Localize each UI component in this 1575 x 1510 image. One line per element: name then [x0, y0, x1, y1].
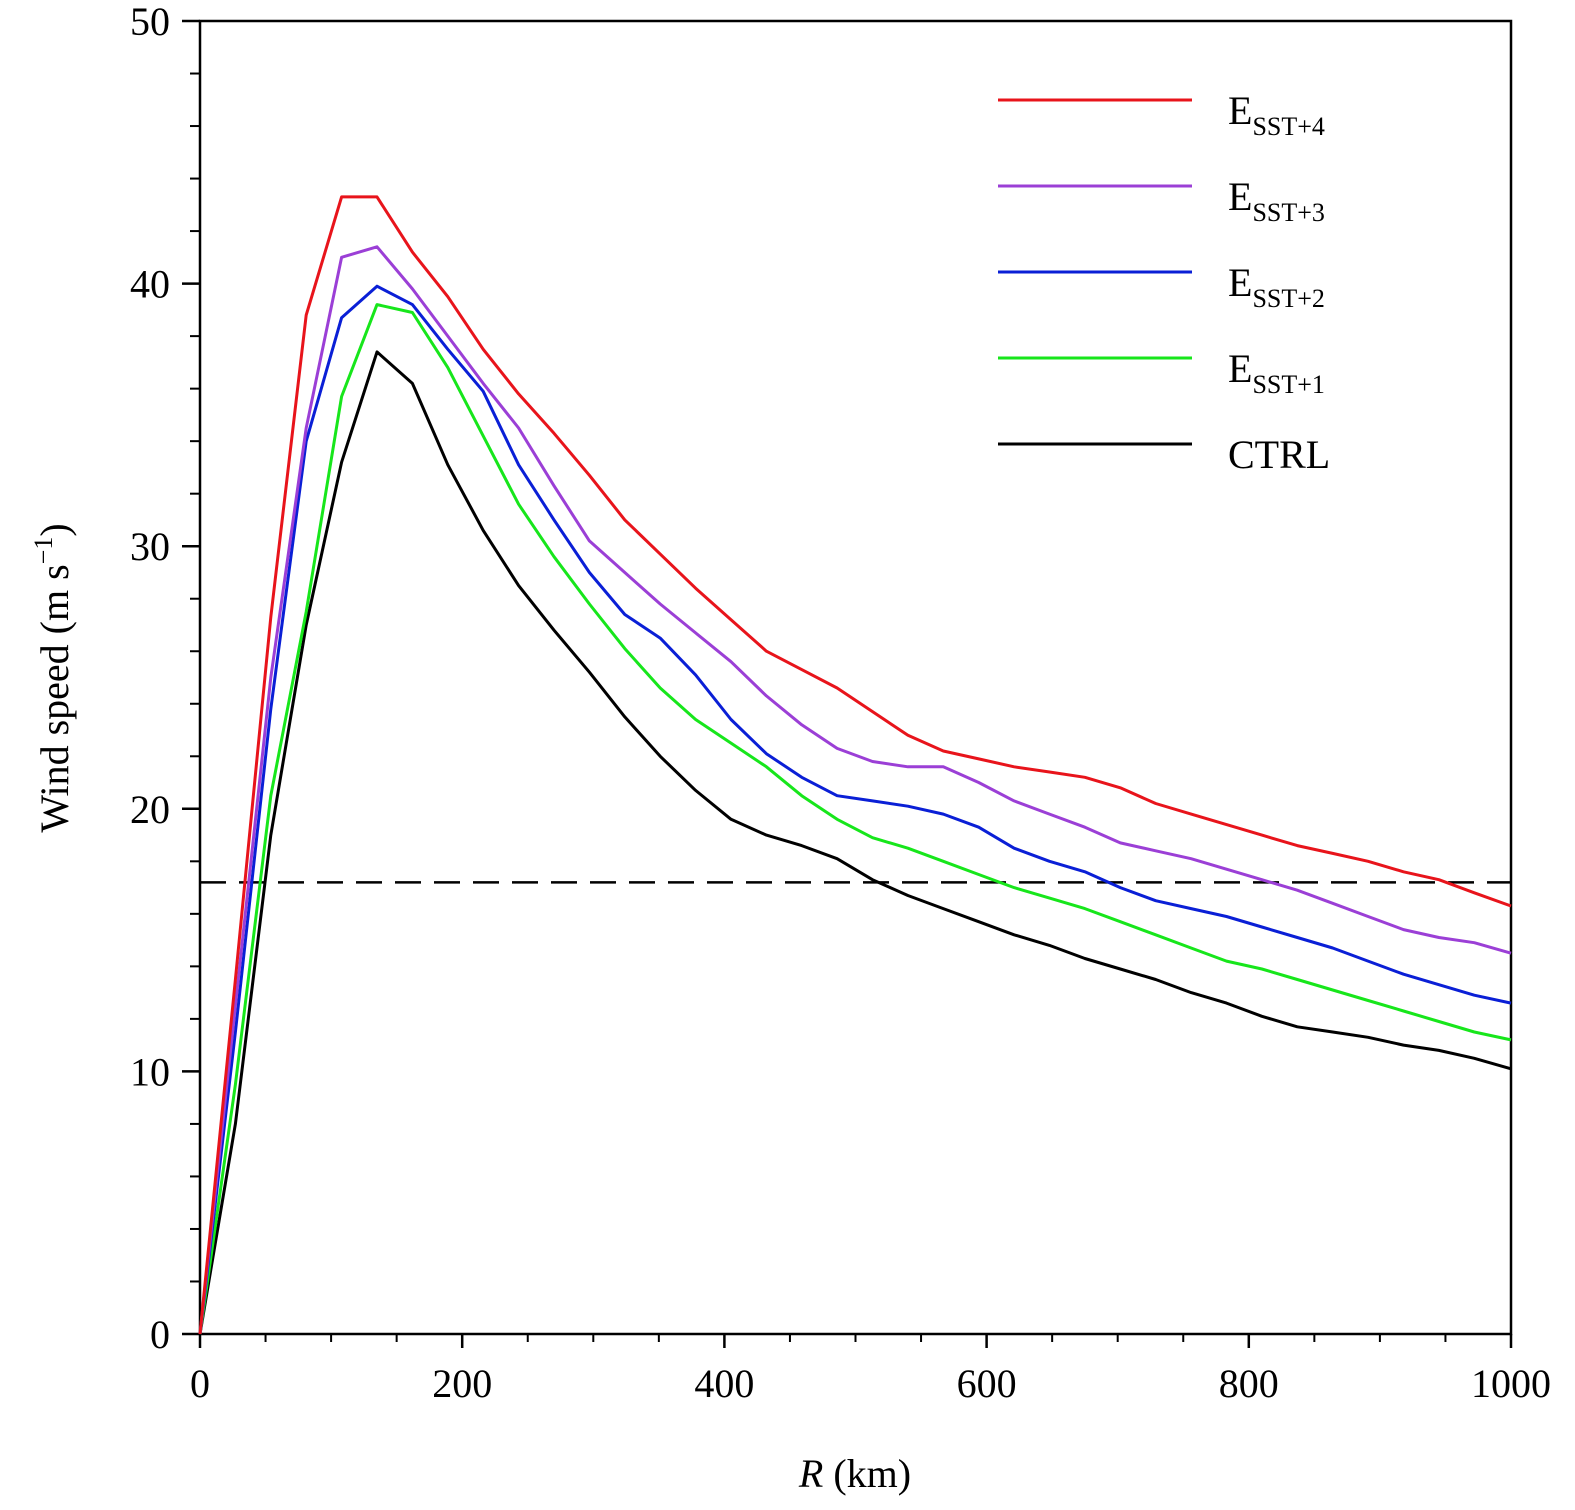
x-axis-title-unit: (km) — [823, 1451, 911, 1496]
y-tick-label: 10 — [130, 1049, 170, 1094]
y-axis-title-close: ) — [32, 523, 77, 536]
y-tick-label: 20 — [130, 787, 170, 832]
x-tick-label: 600 — [957, 1361, 1017, 1406]
legend-label: ESST+3 — [1228, 174, 1325, 227]
x-tick-label: 400 — [694, 1361, 754, 1406]
y-tick-label: 40 — [130, 262, 170, 307]
series-line-e-sst-4 — [198, 195, 1512, 1335]
series-group — [198, 195, 1512, 1335]
y-axis-title: Wind speed (m s−1) — [29, 523, 77, 832]
y-tick-label: 30 — [130, 524, 170, 569]
series-line-e-sst-2 — [198, 284, 1512, 1335]
legend-label: ESST+2 — [1228, 260, 1325, 313]
legend-label: ESST+4 — [1228, 88, 1325, 141]
y-tick-label: 0 — [150, 1312, 170, 1357]
legend-label: CTRL — [1228, 432, 1330, 477]
legend: ESST+4 ESST+3 ESST+2 ESST+1 CTRL — [998, 88, 1330, 477]
x-tick-label: 1000 — [1471, 1361, 1551, 1406]
legend-label: ESST+1 — [1228, 346, 1325, 399]
x-axis-title: R (km) — [798, 1451, 911, 1496]
x-tick-label: 800 — [1219, 1361, 1279, 1406]
series-line-e-sst-1 — [198, 303, 1512, 1335]
y-axis-title-sup: −1 — [29, 537, 58, 565]
x-tick-label: 200 — [432, 1361, 492, 1406]
y-tick-label: 50 — [130, 0, 170, 44]
x-tick-label: 0 — [190, 1361, 210, 1406]
axes: 0 200 400 600 800 1000 0 10 20 30 40 50 — [130, 0, 1551, 1406]
y-axis-title-text: Wind speed (m s — [32, 564, 77, 832]
series-line-e-sst-3 — [198, 245, 1512, 1335]
x-axis-title-italic: R — [798, 1451, 823, 1496]
series-line-ctrl — [198, 350, 1512, 1335]
